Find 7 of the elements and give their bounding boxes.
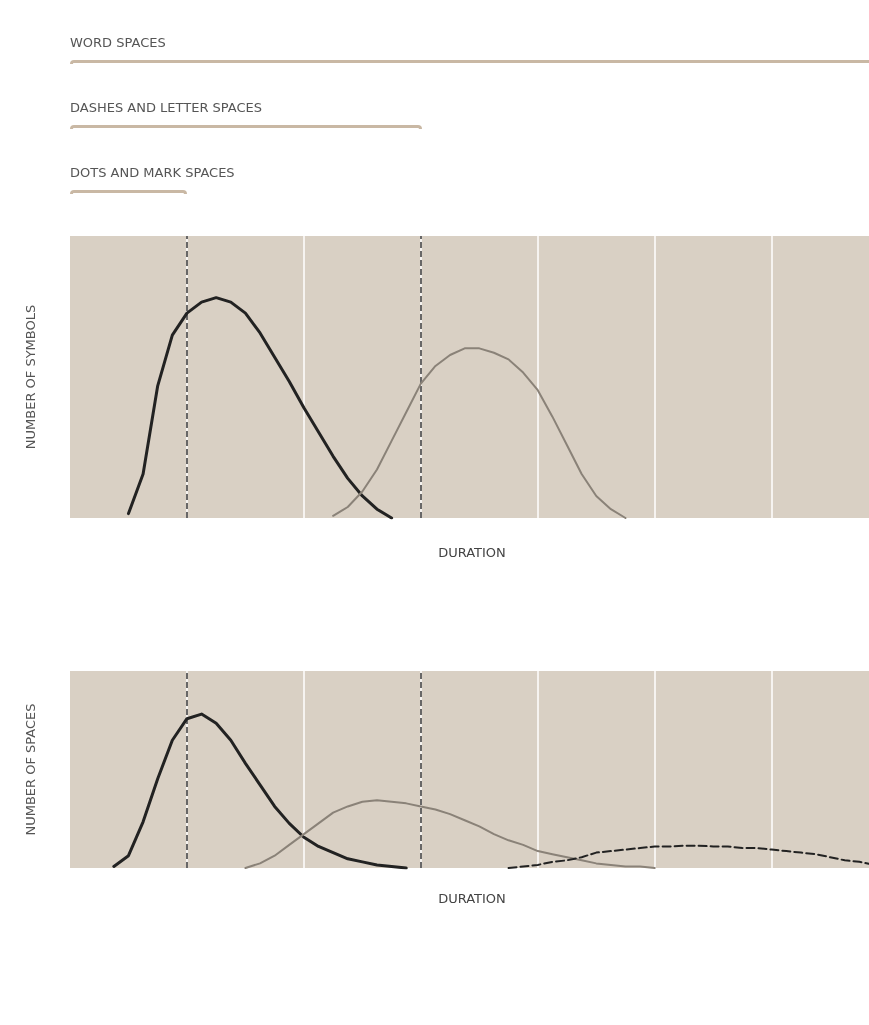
y-axis-title: NUMBER OF SYMBOLS — [22, 304, 38, 450]
text: WORD SPACES — [70, 35, 166, 50]
text: DOTS AND MARK SPACES — [70, 165, 235, 180]
x-axis-title: DURATION — [438, 891, 506, 906]
x-axis-title: DURATION — [438, 545, 506, 560]
y-axis-title: NUMBER OF SPACES — [22, 703, 38, 836]
text: DASHES AND LETTER SPACES — [70, 100, 263, 115]
